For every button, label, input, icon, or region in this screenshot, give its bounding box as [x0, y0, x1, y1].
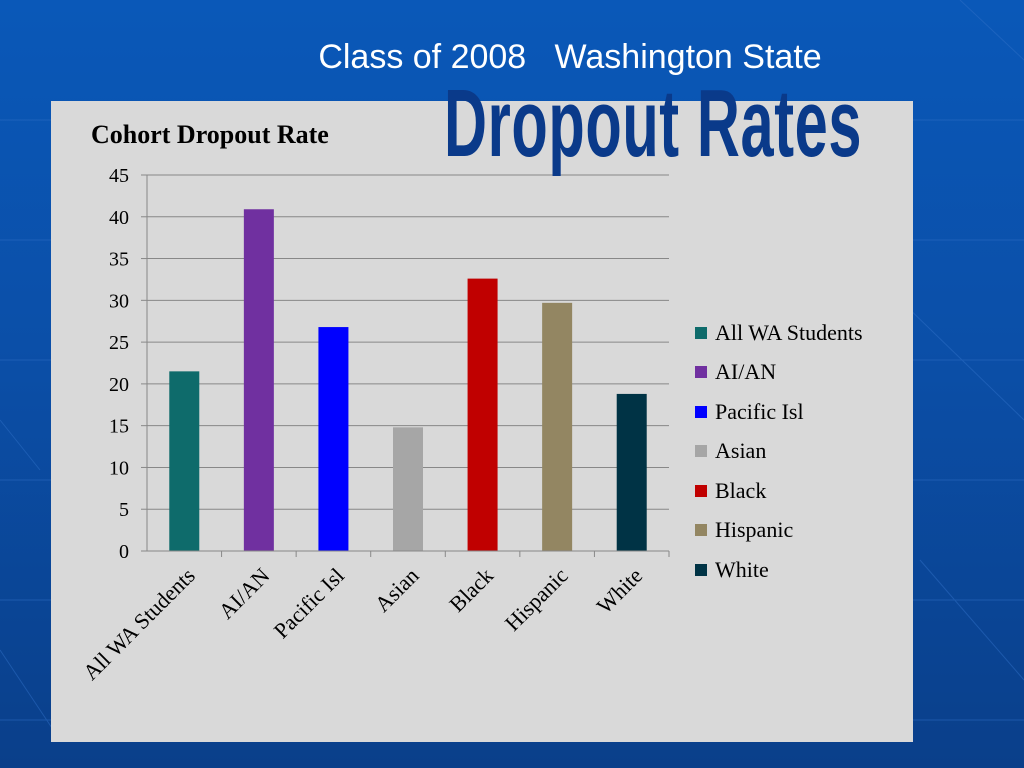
y-tick-label: 45	[109, 165, 129, 187]
legend-label: All WA Students	[715, 319, 863, 345]
legend-item: White	[695, 550, 863, 590]
legend-item: AI/AN	[695, 353, 863, 393]
legend-item: Hispanic	[695, 511, 863, 551]
y-tick-label: 35	[109, 249, 129, 271]
legend-swatch	[695, 405, 707, 418]
y-tick-label: 40	[109, 207, 129, 229]
legend-item: Pacific Isl	[695, 392, 863, 432]
legend-label: White	[715, 556, 769, 582]
legend-item: Asian	[695, 432, 863, 472]
legend-swatch	[695, 326, 707, 339]
slide-title: Dropout Rates	[444, 70, 863, 177]
bar-asian	[393, 427, 423, 551]
y-tick-label: 25	[109, 332, 129, 354]
y-tick-label: 10	[109, 457, 129, 479]
legend-swatch	[695, 524, 707, 537]
bar-pacific-isl	[318, 327, 349, 551]
bar-black	[467, 278, 498, 551]
legend-item: All WA Students	[695, 313, 863, 353]
legend-swatch	[695, 366, 707, 379]
y-tick-label: 15	[109, 416, 129, 438]
x-tick-label: Pacific Isl	[269, 563, 349, 643]
legend-label: AI/AN	[715, 359, 777, 385]
x-tick-label: Hispanic	[500, 563, 573, 636]
bar-white	[616, 393, 647, 551]
bar-hispanic	[542, 302, 573, 551]
bar-ai-an	[243, 209, 274, 551]
x-tick-label: Asian	[370, 563, 424, 617]
legend: All WA Students AI/AN Pacific Isl Asian Blac…	[695, 313, 863, 590]
chart-panel: Cohort Dropout Rate 0 5 10 15 20 25 30 35 40 45 A…	[51, 101, 913, 742]
y-axis-ticks: 0 5 10 15 20 25 30 35 40 45	[109, 165, 148, 563]
y-tick-label: 20	[109, 374, 129, 396]
x-tick-label: White	[592, 563, 648, 619]
legend-swatch	[695, 484, 707, 497]
bar-all-wa-students	[169, 371, 200, 551]
y-tick-label: 5	[119, 499, 129, 521]
legend-swatch	[695, 445, 707, 458]
bar-chart: Cohort Dropout Rate 0 5 10 15 20 25 30 35 40 45 A…	[78, 120, 670, 685]
chart-title: Cohort Dropout Rate	[91, 120, 329, 149]
bars	[169, 209, 647, 551]
y-tick-label: 30	[109, 290, 129, 312]
legend-label: Pacific Isl	[715, 398, 804, 424]
legend-swatch	[695, 563, 707, 576]
y-tick-label: 0	[119, 541, 129, 563]
slide-subtitle: Class of 2008 Washington State	[318, 38, 822, 76]
x-tick-label: All WA Students	[78, 563, 200, 685]
legend-label: Black	[715, 477, 767, 503]
legend-label: Hispanic	[715, 517, 794, 543]
x-tick-label: Black	[444, 563, 498, 617]
legend-item: Black	[695, 471, 863, 511]
legend-label: Asian	[715, 438, 767, 464]
x-tick-label: AI/AN	[214, 563, 275, 624]
